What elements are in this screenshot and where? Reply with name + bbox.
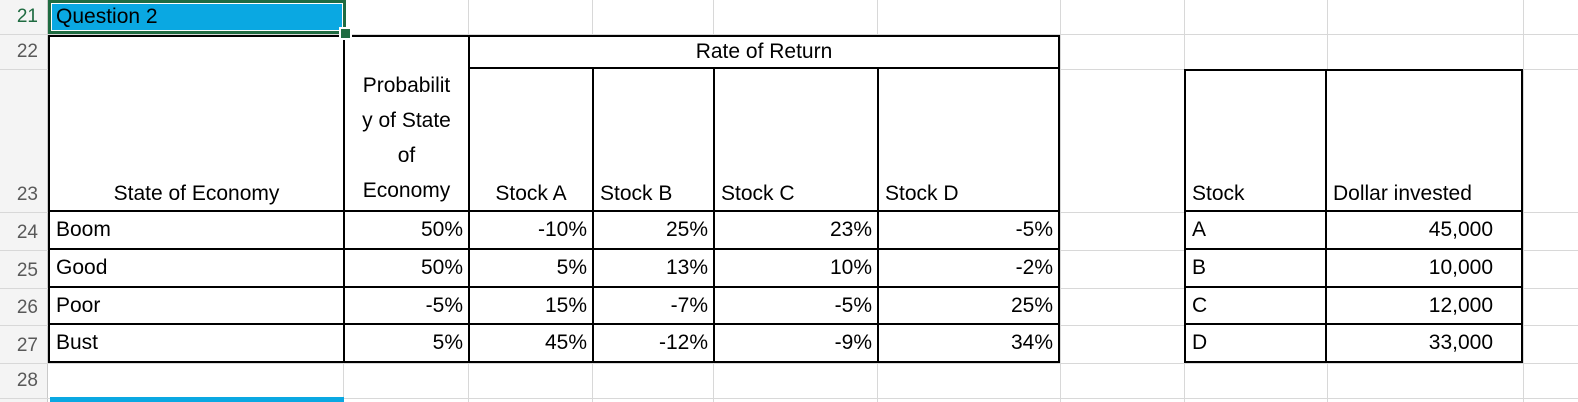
cell-good-stock-b[interactable]: 13% — [594, 250, 715, 288]
probability-line-3: of — [397, 144, 416, 167]
header-state-of-economy[interactable]: State of Economy — [50, 37, 345, 212]
dollar-invested-table: Stock Dollar invested A 45,000 B 10,000 … — [1184, 69, 1523, 363]
rate-of-return-table: State of Economy Probabilit y of State o… — [48, 35, 1060, 363]
cell-prob-bust[interactable]: 5% — [345, 325, 470, 361]
header-dollar-invested[interactable]: Dollar invested — [1327, 71, 1521, 212]
cell-good-stock-d[interactable]: -2% — [879, 250, 1058, 288]
cell-boom-stock-a[interactable]: -10% — [470, 212, 594, 250]
header-probability[interactable]: Probabilit y of State of Economy — [345, 37, 470, 212]
cell-poor-stock-c[interactable]: -5% — [715, 288, 879, 325]
header-stock-c[interactable]: Stock C — [715, 69, 879, 212]
cell-good-stock-a[interactable]: 5% — [470, 250, 594, 288]
gridline-vertical — [1523, 0, 1524, 402]
cell-stock-b-label[interactable]: B — [1186, 250, 1327, 288]
cell-stock-d-amount[interactable]: 33,000 — [1327, 325, 1521, 361]
cell-boom-stock-d[interactable]: -5% — [879, 212, 1058, 250]
header-stock-a[interactable]: Stock A — [470, 69, 594, 212]
cell-good-stock-c[interactable]: 10% — [715, 250, 879, 288]
gridline-vertical — [1060, 0, 1061, 402]
cell-stock-b-amount[interactable]: 10,000 — [1327, 250, 1521, 288]
header-stock[interactable]: Stock — [1186, 71, 1327, 212]
selected-cell-text: Question 2 — [56, 5, 158, 28]
gridline-horizontal — [0, 363, 1578, 364]
cell-bust-stock-b[interactable]: -12% — [594, 325, 715, 361]
probability-line-4: Economy — [362, 179, 451, 202]
selected-cell-question-2[interactable]: Question 2 — [48, 0, 346, 34]
probability-line-2: y of State — [362, 109, 451, 132]
cell-boom-stock-c[interactable]: 23% — [715, 212, 879, 250]
row29-filled-cell-clipped[interactable] — [50, 397, 344, 402]
cell-state-good[interactable]: Good — [50, 250, 345, 288]
gridline-horizontal — [0, 398, 1578, 399]
cell-stock-d-label[interactable]: D — [1186, 325, 1327, 361]
cell-stock-a-amount[interactable]: 45,000 — [1327, 212, 1521, 250]
cell-poor-stock-a[interactable]: 15% — [470, 288, 594, 325]
cell-bust-stock-c[interactable]: -9% — [715, 325, 879, 361]
header-stock-b[interactable]: Stock B — [594, 69, 715, 212]
cell-prob-boom[interactable]: 50% — [345, 212, 470, 250]
cell-prob-poor[interactable]: -5% — [345, 288, 470, 325]
row-header-21[interactable]: 21 — [16, 6, 38, 27]
cell-poor-stock-d[interactable]: 25% — [879, 288, 1058, 325]
header-stock-d[interactable]: Stock D — [879, 69, 1058, 212]
cell-state-poor[interactable]: Poor — [50, 288, 345, 325]
cell-bust-stock-a[interactable]: 45% — [470, 325, 594, 361]
row-header-24[interactable]: 24 — [16, 222, 38, 243]
cell-prob-good[interactable]: 50% — [345, 250, 470, 288]
cell-bust-stock-d[interactable]: 34% — [879, 325, 1058, 361]
header-rate-of-return[interactable]: Rate of Return — [470, 37, 1058, 69]
selection-fill-handle[interactable] — [339, 27, 352, 40]
cell-boom-stock-b[interactable]: 25% — [594, 212, 715, 250]
cell-state-boom[interactable]: Boom — [50, 212, 345, 250]
cell-stock-c-amount[interactable]: 12,000 — [1327, 288, 1521, 325]
row-header-28[interactable]: 28 — [16, 370, 38, 391]
row-header-26[interactable]: 26 — [16, 297, 38, 318]
gridline-horizontal — [0, 34, 1578, 35]
probability-line-1: Probabilit — [362, 74, 451, 97]
row-header-22[interactable]: 22 — [16, 41, 38, 62]
cell-stock-c-label[interactable]: C — [1186, 288, 1327, 325]
cell-poor-stock-b[interactable]: -7% — [594, 288, 715, 325]
cell-state-bust[interactable]: Bust — [50, 325, 345, 361]
row-header-25[interactable]: 25 — [16, 260, 38, 281]
row-header-23[interactable]: 23 — [16, 184, 38, 205]
cell-stock-a-label[interactable]: A — [1186, 212, 1327, 250]
row-header-27[interactable]: 27 — [16, 335, 38, 356]
row-header-gutter — [0, 0, 48, 402]
